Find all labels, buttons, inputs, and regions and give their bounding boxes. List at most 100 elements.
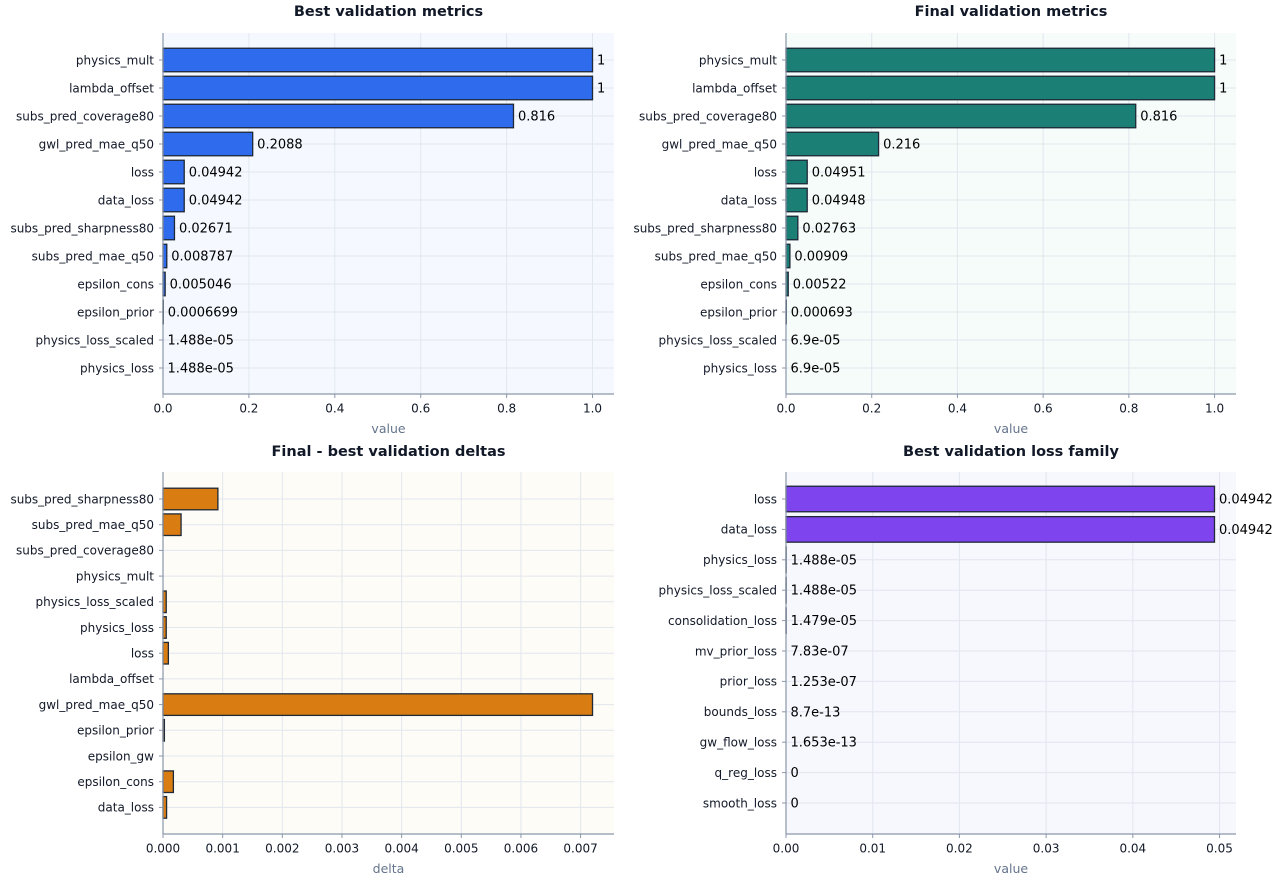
data-label: 0 (791, 766, 799, 781)
x-axis-label: value (371, 421, 405, 436)
y-tick-label: subs_pred_sharpness80 (10, 492, 154, 506)
data-label: 0 (791, 797, 799, 812)
x-tick-label: 0.4 (948, 402, 967, 416)
y-tick-label: loss (131, 647, 154, 661)
bar-physics-mult (162, 47, 594, 73)
data-label: 0.008787 (171, 250, 233, 265)
y-tick-label: gw_flow_loss (700, 736, 777, 750)
y-tick-label: epsilon_prior (77, 724, 154, 738)
bar-subs-pred-mae-q50 (162, 513, 182, 537)
y-tick-label: physics_loss (703, 361, 777, 375)
x-tick-label: 0.0 (153, 402, 172, 416)
x-tick-label: 0.04 (1119, 842, 1146, 856)
y-tick-label: data_loss (98, 193, 154, 207)
y-tick-label: subs_pred_mae_q50 (32, 518, 154, 532)
data-label: 1 (597, 54, 605, 69)
y-tick-label: physics_loss (80, 361, 154, 375)
data-label: 1.488e-05 (791, 553, 857, 568)
y-tick-label: subs_pred_mae_q50 (32, 249, 154, 263)
x-tick-label: 0.00 (773, 842, 800, 856)
data-label: 1 (1219, 54, 1227, 69)
y-tick-label: physics_loss_scaled (36, 333, 154, 347)
y-tick-label: epsilon_gw (88, 749, 154, 763)
data-label: 0.000693 (791, 306, 853, 321)
y-tick-label: gwl_pred_mae_q50 (39, 137, 154, 151)
data-label: 0.04942 (1219, 493, 1273, 508)
x-axis-label: value (994, 421, 1028, 436)
data-label: 1.488e-05 (168, 362, 234, 377)
x-tick-label: 0.002 (265, 842, 299, 856)
bar-lambda-offset (785, 75, 1216, 101)
y-tick-label: physics_mult (76, 569, 154, 583)
y-tick-label: subs_pred_coverage80 (639, 109, 777, 123)
data-label: 6.9e-05 (791, 334, 841, 349)
bar-physics-mult (785, 47, 1216, 73)
x-tick-label: 0.2 (239, 402, 258, 416)
x-tick-label: 0.8 (1119, 402, 1138, 416)
y-tick-label: subs_pred_mae_q50 (655, 249, 777, 263)
data-label: 0.2088 (257, 138, 303, 153)
x-tick-label: 0.6 (1034, 402, 1053, 416)
x-tick-label: 0.01 (859, 842, 886, 856)
data-label: 0.04951 (812, 166, 866, 181)
x-tick-label: 0.007 (563, 842, 597, 856)
x-tick-label: 0.03 (1033, 842, 1060, 856)
bar-loss (162, 159, 185, 185)
bar-gwl-pred-mae-q50 (162, 131, 254, 157)
x-tick-label: 0.0 (776, 402, 795, 416)
data-label: 0.04942 (189, 194, 243, 209)
x-tick-label: 1.0 (1205, 402, 1224, 416)
data-label: 1.479e-05 (791, 614, 857, 629)
panel-title: Best validation metrics (294, 4, 483, 20)
x-tick-label: 0.05 (1206, 842, 1233, 856)
bar-data-loss (785, 187, 808, 213)
data-label: 1 (597, 82, 605, 97)
data-label: 0.02671 (179, 222, 233, 237)
x-tick-label: 0.02 (946, 842, 973, 856)
panel-loss-family: loss 0.04942 data_loss 0.04942 physics_loss 1… (659, 444, 1273, 876)
y-tick-label: prior_loss (720, 675, 777, 689)
y-tick-label: data_loss (721, 523, 777, 537)
y-tick-label: physics_loss_scaled (659, 333, 777, 347)
data-label: 0.00522 (793, 278, 847, 293)
y-tick-label: bounds_loss (704, 705, 777, 719)
y-tick-label: physics_loss_scaled (659, 584, 777, 598)
bar-subs-pred-sharpness80 (785, 215, 799, 241)
bar-data-loss (162, 187, 185, 213)
y-tick-label: consolidation_loss (668, 614, 777, 628)
x-tick-label: 0.4 (325, 402, 344, 416)
panel-final-metrics: physics_mult 1 lambda_offset 1 subs_pred_cov… (633, 4, 1236, 436)
panel-title: Final validation metrics (915, 4, 1108, 20)
y-tick-label: epsilon_cons (77, 277, 154, 291)
bar-loss (162, 641, 170, 665)
panel-deltas: subs_pred_sharpness80 subs_pred_mae_q50su… (10, 444, 614, 876)
panel-best-metrics: physics_mult 1 lambda_offset 1 subs_pred_cov… (10, 4, 614, 436)
data-label: 0.0006699 (168, 306, 238, 321)
data-label: 0.005046 (170, 278, 232, 293)
bar-data-loss (785, 515, 1216, 543)
x-tick-label: 1.0 (583, 402, 602, 416)
panel-title: Final - best validation deltas (272, 444, 506, 460)
x-axis-label: delta (373, 861, 405, 876)
panel-title: Best validation loss family (903, 444, 1119, 460)
y-tick-label: physics_mult (699, 53, 777, 67)
data-label: 0.816 (1140, 110, 1177, 125)
data-label: 0.00909 (794, 250, 848, 265)
bar-subs-pred-coverage80 (162, 103, 515, 129)
bar-subs-pred-sharpness80 (162, 487, 219, 511)
y-tick-label: gwl_pred_mae_q50 (662, 137, 777, 151)
data-label: 1.488e-05 (791, 584, 857, 599)
bar-lambda-offset (162, 75, 594, 101)
y-tick-label: data_loss (98, 801, 154, 815)
y-tick-label: epsilon_cons (700, 277, 777, 291)
y-tick-label: gwl_pred_mae_q50 (39, 698, 154, 712)
x-axis-label: value (994, 861, 1028, 876)
y-tick-label: epsilon_cons (77, 775, 154, 789)
data-label: 7.83e-07 (791, 645, 849, 660)
y-tick-label: q_reg_loss (715, 766, 777, 780)
x-tick-label: 0.2 (862, 402, 881, 416)
y-tick-label: lambda_offset (69, 81, 154, 95)
data-label: 1.488e-05 (168, 334, 234, 349)
data-label: 0.04942 (189, 166, 243, 181)
data-label: 1 (1219, 82, 1227, 97)
